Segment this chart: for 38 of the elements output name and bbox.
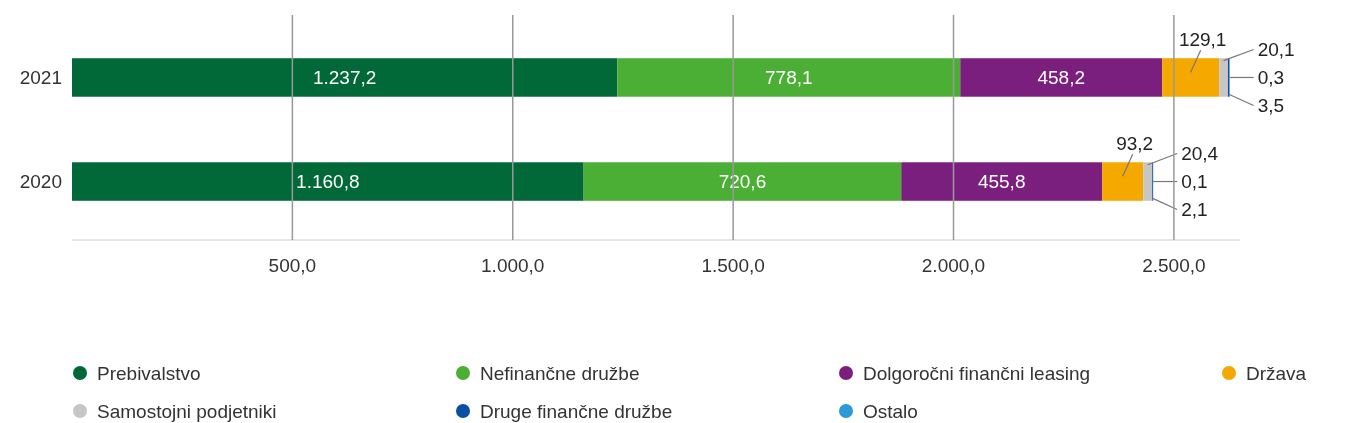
data-label: 0,3 (1257, 67, 1285, 89)
data-label: 3,5 (1257, 95, 1285, 117)
x-tick-label: 1.000,0 (481, 255, 545, 276)
x-tick-label: 500,0 (268, 255, 317, 276)
bar (1219, 58, 1228, 97)
data-label: 778,1 (765, 67, 813, 89)
bar (617, 58, 961, 97)
data-label: 1.237,2 (312, 67, 377, 89)
bar (583, 162, 902, 201)
bar (960, 58, 1163, 97)
legend-label: Država (1246, 362, 1307, 384)
x-tick-label: 1.500,0 (701, 255, 765, 276)
bar (1143, 162, 1153, 201)
legend-label: Samostojni podjetniki (97, 400, 277, 422)
data-label: 93,2 (1116, 133, 1154, 155)
legend-label: Dolgoročni finančni leasing (863, 362, 1091, 384)
bar (1162, 58, 1220, 97)
data-label: 2,1 (1181, 199, 1208, 221)
bar (1102, 162, 1144, 201)
data-label: 20,1 (1257, 39, 1295, 61)
data-label: 458,2 (1037, 67, 1085, 89)
data-label: 720,6 (718, 171, 767, 193)
x-tick-label: 2.500,0 (1142, 255, 1206, 276)
data-label: 455,8 (977, 171, 1026, 193)
bar (901, 162, 1103, 201)
data-label: 20,4 (1181, 143, 1219, 165)
legend-label: Druge finančne družbe (480, 400, 673, 422)
data-label: 1.160,8 (296, 171, 360, 193)
data-label: 0,1 (1181, 171, 1208, 193)
bar (72, 162, 584, 201)
legend-label: Ostalo (863, 400, 918, 422)
data-label: 129,1 (1178, 29, 1227, 51)
y-tick-label: 2021 (19, 67, 62, 89)
x-tick-label: 2.000,0 (921, 255, 986, 276)
bar (72, 58, 618, 97)
legend-label: Nefinančne družbe (480, 362, 640, 384)
legend-label: Prebivalstvo (97, 362, 201, 384)
y-tick-label: 2020 (19, 171, 62, 193)
